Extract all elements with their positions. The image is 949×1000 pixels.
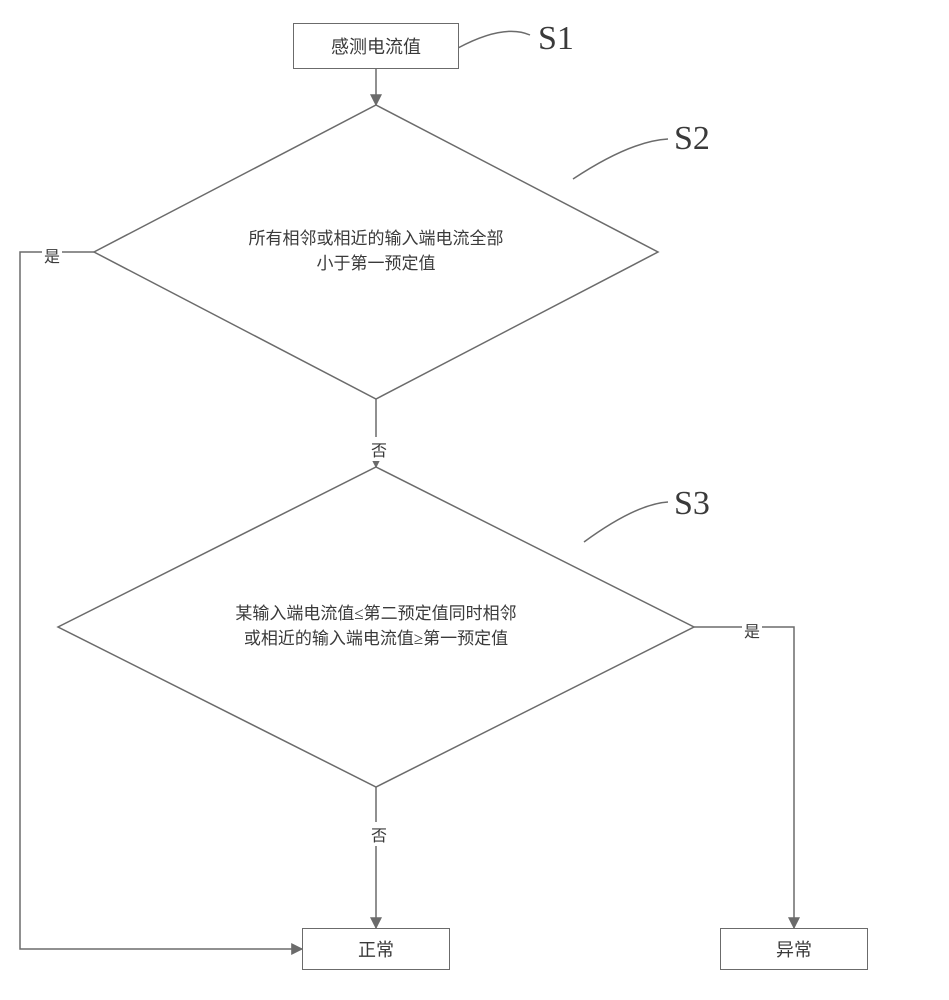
step-label-s1: S1 — [538, 20, 574, 58]
node-s1-sense-current: 感测电流值 — [293, 23, 459, 69]
node-normal-text: 正常 — [358, 936, 394, 962]
edge-label-s3-no: 否 — [369, 822, 389, 846]
node-s1-text: 感测电流值 — [331, 33, 421, 59]
node-s3-line1: 某输入端电流值≤第二预定值同时相邻 — [235, 602, 516, 627]
node-normal: 正常 — [302, 928, 450, 970]
node-abnormal-text: 异常 — [776, 936, 812, 962]
edge-label-s2-yes: 是 — [42, 243, 62, 267]
step-label-s3: S3 — [674, 485, 710, 523]
node-s2-decision: 所有相邻或相近的输入端电流全部 小于第一预定值 — [94, 105, 658, 399]
edge-label-s2-no: 否 — [369, 437, 389, 461]
node-s3-line2: 或相近的输入端电流值≥第一预定值 — [235, 627, 516, 652]
node-s2-line2: 小于第一预定值 — [249, 252, 504, 277]
node-s2-line1: 所有相邻或相近的输入端电流全部 — [249, 227, 504, 252]
node-s3-decision: 某输入端电流值≤第二预定值同时相邻 或相近的输入端电流值≥第一预定值 — [58, 467, 694, 787]
node-abnormal: 异常 — [720, 928, 868, 970]
step-label-s2: S2 — [674, 120, 710, 158]
edge-label-s3-yes: 是 — [742, 618, 762, 642]
